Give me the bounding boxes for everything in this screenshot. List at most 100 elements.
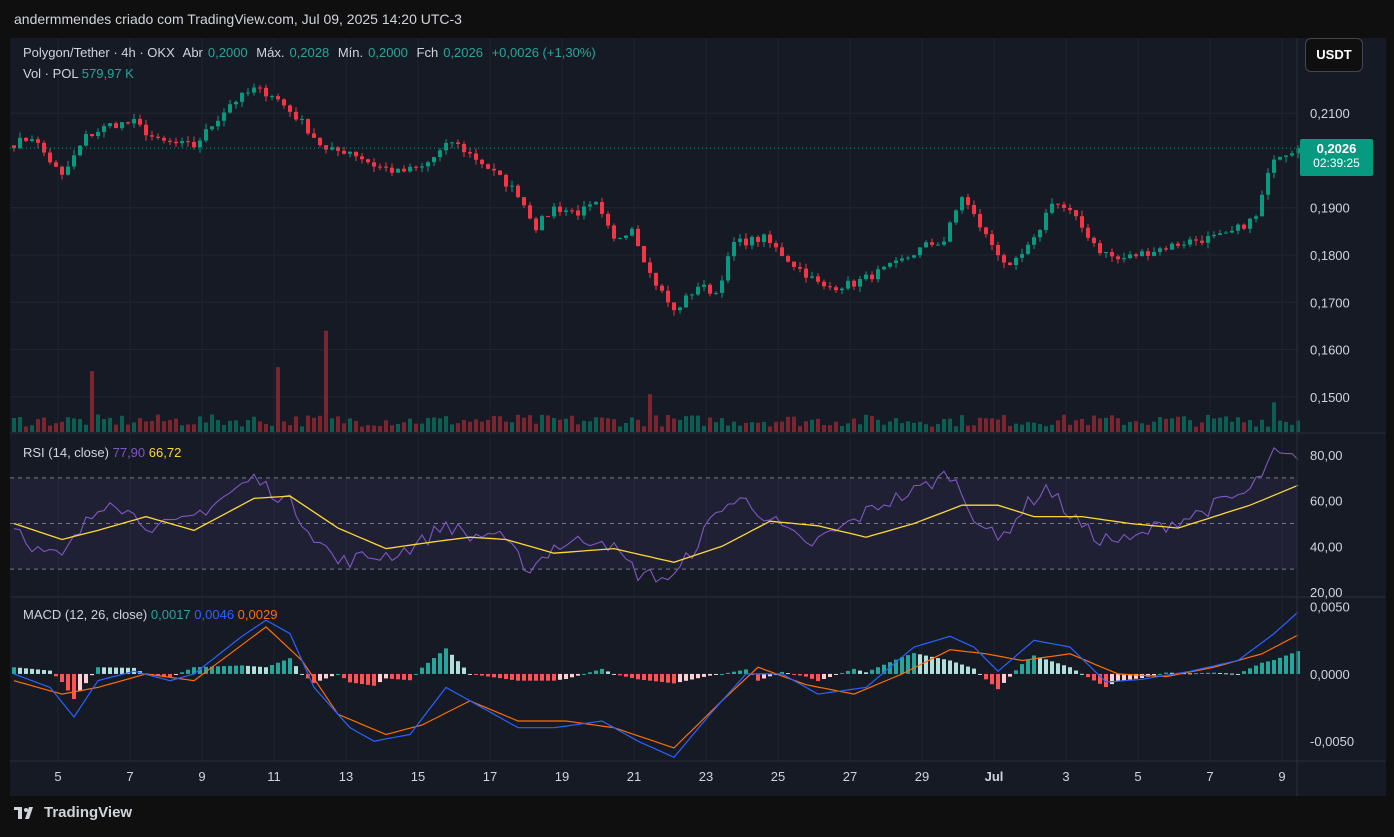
- candle-body[interactable]: [1098, 243, 1102, 254]
- candle-body[interactable]: [1008, 262, 1012, 266]
- candle-body[interactable]: [90, 134, 94, 136]
- macd-line[interactable]: [13, 611, 1299, 759]
- candle-body[interactable]: [1254, 216, 1258, 219]
- candle-body[interactable]: [636, 228, 640, 246]
- candle-body[interactable]: [66, 166, 70, 175]
- candle-body[interactable]: [120, 122, 124, 129]
- candle-body[interactable]: [72, 155, 76, 167]
- candle-body[interactable]: [792, 261, 796, 267]
- candle-body[interactable]: [540, 216, 544, 231]
- candle-body[interactable]: [1116, 256, 1120, 260]
- candle-body[interactable]: [684, 295, 688, 308]
- candle-body[interactable]: [642, 245, 646, 263]
- candle-body[interactable]: [492, 168, 496, 171]
- candle-body[interactable]: [354, 151, 358, 157]
- candle-body[interactable]: [78, 145, 82, 156]
- candle-body[interactable]: [1026, 244, 1030, 254]
- candle-body[interactable]: [876, 269, 880, 280]
- candle-body[interactable]: [222, 112, 226, 121]
- candle-body[interactable]: [924, 242, 928, 248]
- candle-body[interactable]: [312, 133, 316, 138]
- candle-body[interactable]: [1242, 224, 1246, 229]
- candle-body[interactable]: [270, 96, 274, 98]
- candle-body[interactable]: [1068, 208, 1072, 211]
- candle-body[interactable]: [342, 150, 346, 154]
- candle-body[interactable]: [96, 131, 100, 136]
- candle-body[interactable]: [708, 284, 712, 294]
- candle-body[interactable]: [1032, 237, 1036, 245]
- candle-body[interactable]: [36, 139, 40, 143]
- candle-body[interactable]: [468, 152, 472, 154]
- candle-body[interactable]: [1014, 257, 1018, 266]
- candle-body[interactable]: [840, 288, 844, 291]
- candle-body[interactable]: [1044, 212, 1048, 230]
- candle-body[interactable]: [168, 140, 172, 142]
- candle-body[interactable]: [1020, 253, 1024, 258]
- candle-body[interactable]: [750, 236, 754, 246]
- candle-body[interactable]: [48, 152, 52, 163]
- candle-body[interactable]: [1176, 243, 1180, 246]
- candle-body[interactable]: [1140, 251, 1144, 257]
- candle-body[interactable]: [930, 242, 934, 245]
- candle-body[interactable]: [786, 256, 790, 262]
- candle-body[interactable]: [1164, 248, 1168, 250]
- candle-body[interactable]: [156, 136, 160, 138]
- macd-signal-line[interactable]: [13, 626, 1299, 749]
- candle-body[interactable]: [1194, 239, 1198, 241]
- candle-body[interactable]: [1074, 210, 1078, 217]
- candle-body[interactable]: [768, 234, 772, 244]
- candle-body[interactable]: [954, 210, 958, 223]
- candle-body[interactable]: [570, 210, 574, 212]
- candle-body[interactable]: [660, 285, 664, 291]
- candle-body[interactable]: [942, 241, 946, 245]
- candle-body[interactable]: [246, 92, 250, 94]
- candle-body[interactable]: [372, 162, 376, 167]
- candle-body[interactable]: [984, 227, 988, 235]
- candle-body[interactable]: [1152, 251, 1156, 256]
- candle-body[interactable]: [900, 258, 904, 261]
- candle-body[interactable]: [702, 284, 706, 287]
- candle-body[interactable]: [498, 170, 502, 175]
- candle-body[interactable]: [192, 141, 196, 148]
- candle-body[interactable]: [1080, 216, 1084, 228]
- candle-body[interactable]: [276, 96, 280, 100]
- candle-body[interactable]: [1296, 148, 1300, 154]
- candle-body[interactable]: [882, 266, 886, 270]
- candle-body[interactable]: [810, 276, 814, 278]
- candle-body[interactable]: [1260, 194, 1264, 217]
- candle-body[interactable]: [438, 150, 442, 158]
- candle-body[interactable]: [1146, 251, 1150, 256]
- candle-body[interactable]: [306, 119, 310, 134]
- candle-body[interactable]: [756, 236, 760, 243]
- candle-body[interactable]: [450, 142, 454, 144]
- candle-body[interactable]: [630, 228, 634, 236]
- candle-body[interactable]: [330, 147, 334, 150]
- candle-body[interactable]: [84, 134, 88, 146]
- candle-body[interactable]: [102, 126, 106, 132]
- candle-body[interactable]: [402, 168, 406, 172]
- candle-body[interactable]: [744, 238, 748, 246]
- rsi-ma-line[interactable]: [13, 484, 1299, 563]
- candle-body[interactable]: [690, 294, 694, 296]
- candle-body[interactable]: [378, 166, 382, 168]
- candle-body[interactable]: [462, 143, 466, 153]
- candle-body[interactable]: [594, 202, 598, 205]
- symbol-title[interactable]: Polygon/Tether · 4h · OKX: [23, 45, 175, 60]
- candle-body[interactable]: [948, 222, 952, 242]
- candle-body[interactable]: [426, 162, 430, 167]
- candle-body[interactable]: [12, 145, 16, 149]
- candle-body[interactable]: [348, 151, 352, 154]
- candle-body[interactable]: [666, 290, 670, 303]
- candle-body[interactable]: [1266, 172, 1270, 195]
- candle-body[interactable]: [1230, 230, 1234, 233]
- rsi-label[interactable]: RSI (14, close): [23, 445, 109, 460]
- candle-body[interactable]: [858, 279, 862, 287]
- candle-body[interactable]: [30, 139, 34, 141]
- candle-body[interactable]: [390, 167, 394, 173]
- candle-body[interactable]: [1224, 232, 1228, 234]
- candle-body[interactable]: [672, 302, 676, 311]
- candle-body[interactable]: [906, 257, 910, 259]
- candle-body[interactable]: [648, 262, 652, 273]
- candle-body[interactable]: [408, 166, 412, 172]
